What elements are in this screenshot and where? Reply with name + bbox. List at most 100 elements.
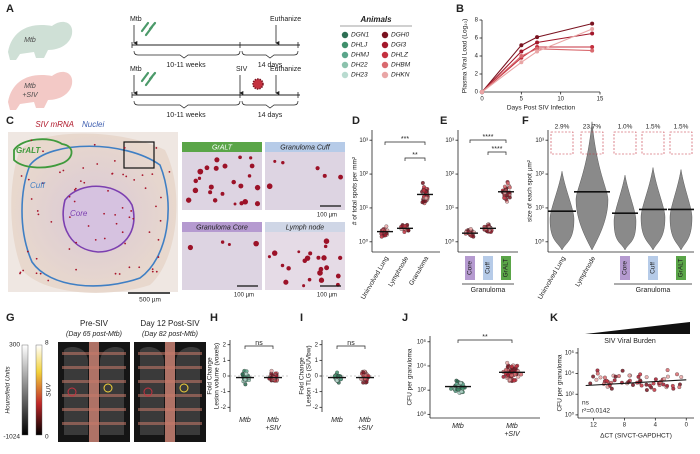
threshold-box [580,131,604,155]
spot [113,160,116,162]
inset-header [265,222,345,232]
group-label: Granuloma [636,287,671,294]
spot [197,176,202,180]
panel-label: C [6,115,14,127]
y-tick-label: 6 [475,36,479,42]
label: +SIV [22,92,39,99]
rib [138,408,202,411]
spot [273,159,277,163]
gralt-outline [13,138,73,169]
spot [128,266,131,269]
point [535,40,540,45]
label: 14 days [258,62,283,69]
spot [41,182,44,185]
legend-label: DGH0 [391,32,409,39]
x-tick-label: Mtb [359,417,371,424]
stat-label: ns [582,400,590,407]
dot [502,184,507,189]
percent-label: 1.5% [674,124,689,131]
spot [249,156,253,160]
dot [458,381,463,385]
spot [315,166,320,171]
dot [612,378,617,383]
spot [242,199,249,205]
spot [39,272,42,275]
dot [507,185,512,190]
dot [613,374,618,379]
legend-swatch [341,51,349,59]
label: GrALT [16,146,41,155]
scale-label: 500 µm [139,297,161,304]
x-tick-label: Uninvolved Lung [360,255,390,301]
point [519,60,524,65]
inset-header [265,142,345,152]
legend-label: DHBM [391,62,411,69]
spot [20,175,23,177]
dot [513,372,518,377]
dot [644,382,649,387]
percent-label: 1.5% [646,124,661,131]
spot [35,257,38,260]
spot [130,210,133,212]
inset-image [265,142,345,210]
x-tick-label: 5 [520,97,524,103]
spot [114,272,117,275]
dot [424,196,429,201]
y-tick-label: 4 [475,54,479,60]
y-tick-label: -2 [221,405,227,411]
spot [281,160,285,165]
spot [22,269,25,272]
lesion-marker [67,387,77,397]
label: 10-11 weeks [166,112,206,119]
spot [253,240,259,247]
spot [338,174,343,180]
spot [324,265,330,271]
spot [159,219,162,222]
legend-label: DHKN [391,72,410,79]
x-tick-label: 8 [623,423,627,429]
spot [19,271,22,274]
dot [639,383,644,388]
spot [297,250,301,254]
dot [665,374,670,379]
percent-label: 1.0% [618,124,633,131]
category-box [483,256,493,280]
label: Core [70,209,88,218]
x-tick-label: Core [467,261,474,275]
y-axis-label: CFU per granuloma [407,348,414,405]
legend-swatch [341,71,349,79]
x-tick-label: 4 [654,423,658,429]
y-tick-label: 10⁰ [535,238,545,245]
spot [148,231,151,233]
legend-swatch [381,61,389,69]
spot [286,266,291,271]
spot [231,179,236,185]
series-line [481,46,593,93]
point [535,35,540,40]
dot [602,375,607,380]
spot [157,256,160,258]
y-tick-label: 10² [359,172,368,178]
spot [75,268,77,271]
x-tick-label: 0 [480,97,484,103]
y-tick-label: 10³ [445,138,454,144]
x-tick-label: Mtb [239,417,251,424]
y-tick-label: 0 [223,374,227,380]
label: Euthanize [270,66,301,73]
dot [519,372,524,377]
x-tick-label: Core [622,261,629,275]
sig-bracket [336,345,366,349]
inset-image [182,222,262,290]
bacterium-icon [140,71,157,87]
spot [111,172,114,175]
spot [318,277,325,283]
y-axis-label: Fold Change [207,357,214,395]
spot [238,183,244,189]
spot [62,169,65,172]
spot [249,163,255,169]
spot [107,189,109,192]
spot [103,237,106,240]
percent-label: 2.9% [555,124,570,131]
point [519,54,524,58]
sig-bracket [404,157,426,161]
